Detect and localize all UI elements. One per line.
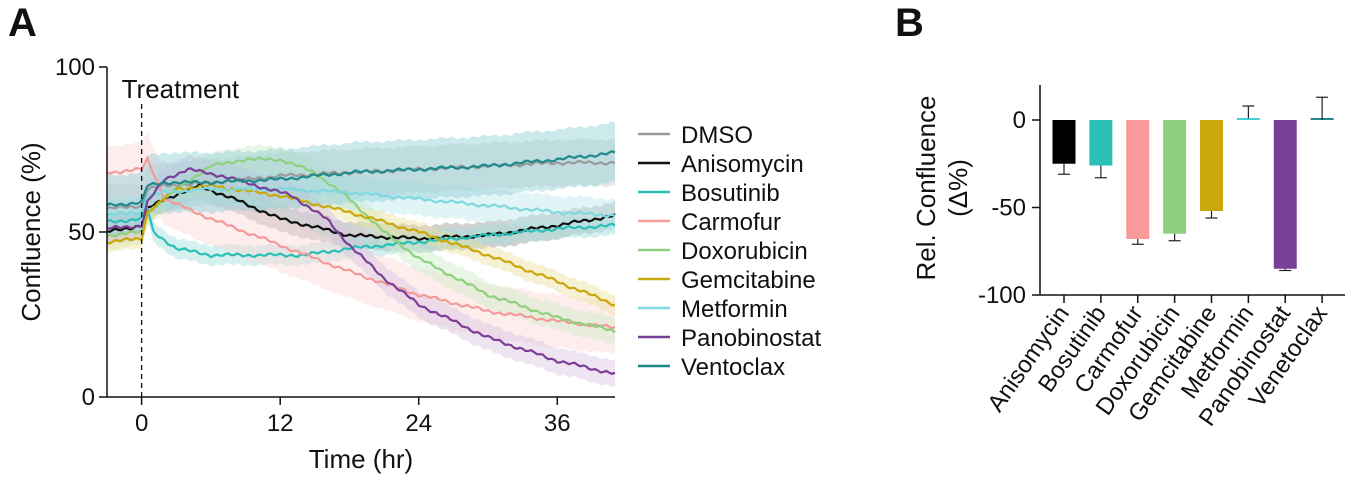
x-tick-label: 36 xyxy=(544,410,571,437)
bar-bosutinib xyxy=(1089,120,1113,166)
y-tick-label-b: -50 xyxy=(991,195,1026,222)
legend-label-ventoclax: Ventoclax xyxy=(681,354,785,381)
y-axis-label: Confluence (%) xyxy=(16,142,46,321)
bar-carmofur xyxy=(1126,120,1150,239)
panel-letter-b: B xyxy=(895,1,924,45)
x-tick-label: 12 xyxy=(267,410,294,437)
series-lines xyxy=(106,149,616,376)
line-chart-panel-a: 0 50 100 0 12 24 36 Treatment Time (hr) Conflu… xyxy=(16,54,821,474)
treatment-annotation: Treatment xyxy=(122,74,240,104)
y-tick-label-b: -100 xyxy=(978,282,1026,309)
panel-letter-a: A xyxy=(8,1,37,45)
series-line-metformin xyxy=(106,185,616,219)
series-line-panobinostat xyxy=(106,167,616,376)
legend-label-panobinostat: Panobinostat xyxy=(681,325,821,352)
y-tick-label: 50 xyxy=(68,219,95,246)
x-axis-label: Time (hr) xyxy=(309,444,413,474)
band-ventoclax xyxy=(107,121,615,236)
band-dmso xyxy=(107,138,615,232)
series-line-doxorubicin xyxy=(106,156,616,334)
band-metformin xyxy=(107,170,615,234)
x-tick-label: 0 xyxy=(135,410,148,437)
legend-label-anisomycin: Anisomycin xyxy=(681,151,804,178)
x-tick-label: 24 xyxy=(405,410,432,437)
bars xyxy=(1052,96,1334,272)
series-line-ventoclax xyxy=(106,149,616,208)
bar-doxorubicin xyxy=(1163,120,1187,234)
legend-label-dmso: DMSO xyxy=(681,122,753,149)
legend-label-gemcitabine: Gemcitabine xyxy=(681,267,816,294)
legend-label-bosutinib: Bosutinib xyxy=(681,180,780,207)
series-line-carmofur xyxy=(106,155,616,330)
bar-panobinostat xyxy=(1273,120,1297,269)
series-line-bosutinib xyxy=(106,197,616,259)
legend-label-carmofur: Carmofur xyxy=(681,209,781,236)
y-tick-label: 0 xyxy=(82,384,95,411)
bar-anisomycin xyxy=(1052,120,1076,164)
band-carmofur xyxy=(107,131,615,355)
band-panobinostat xyxy=(107,155,615,388)
chart-a-axes: 0 50 100 0 12 24 36 xyxy=(55,54,615,437)
bar-gemcitabine xyxy=(1200,120,1223,211)
legend-label-metformin: Metformin xyxy=(681,296,788,323)
legend-label-doxorubicin: Doxorubicin xyxy=(681,238,808,265)
y-axis-label-b: Rel. Confluence(Δ%) xyxy=(911,96,973,281)
series-line-gemcitabine xyxy=(106,182,616,307)
band-bosutinib xyxy=(107,191,615,267)
bar-metformin xyxy=(1236,118,1260,120)
y-tick-label-b: 0 xyxy=(1013,107,1026,134)
y-tick-label: 100 xyxy=(55,54,95,81)
legend: DMSOAnisomycinBosutinibCarmofurDoxorubic… xyxy=(638,122,821,381)
bar-chart-panel-b: 0-50-100AnisomycinBosutinibCarmofurDoxor… xyxy=(911,85,1345,431)
